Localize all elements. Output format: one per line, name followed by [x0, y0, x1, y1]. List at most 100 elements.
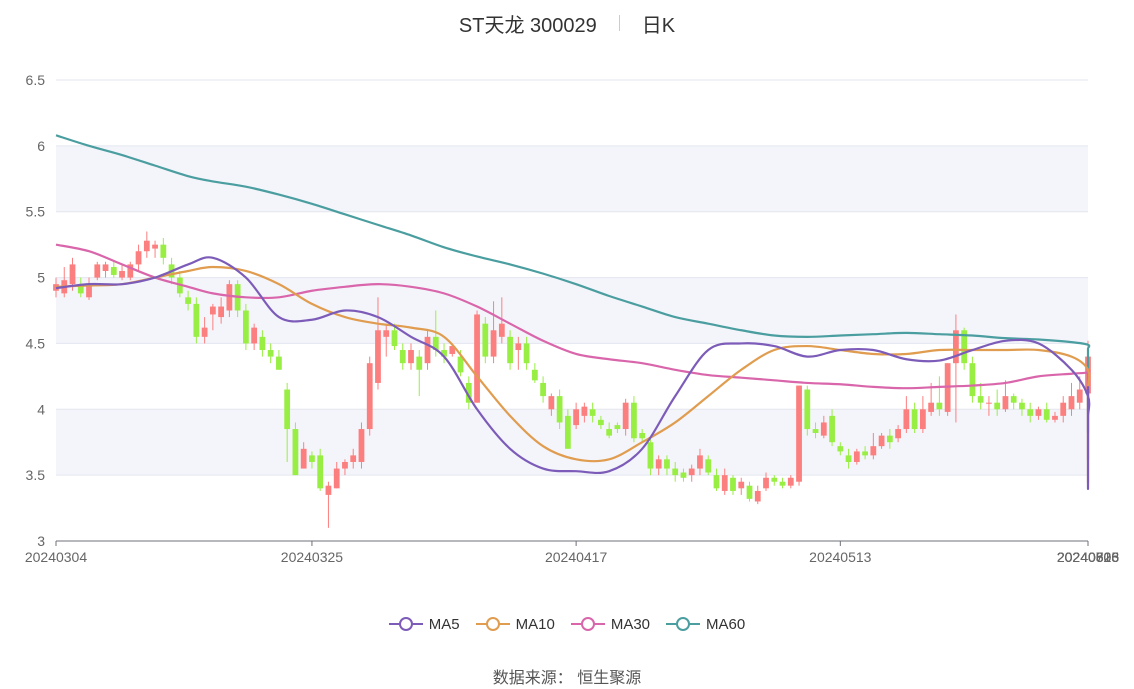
- candle-body: [1019, 402, 1025, 410]
- candle: [61, 267, 68, 298]
- candle-body: [498, 323, 505, 337]
- candle: [631, 396, 637, 443]
- candle: [284, 382, 291, 462]
- candle: [911, 402, 918, 433]
- candle-body: [573, 409, 580, 426]
- candle-body: [746, 485, 753, 499]
- candle: [325, 481, 332, 528]
- candle: [1068, 382, 1075, 416]
- candle-body: [432, 336, 439, 351]
- candle-body: [672, 468, 679, 476]
- candle-body: [127, 264, 134, 278]
- x-tick-label: 20240806: [1057, 549, 1120, 565]
- candle-body: [697, 455, 703, 469]
- candle-body: [655, 459, 662, 469]
- legend-item-ma10[interactable]: MA10: [475, 616, 555, 633]
- candle: [267, 343, 274, 364]
- candle: [135, 244, 142, 271]
- candle: [680, 468, 687, 482]
- candle-body: [564, 415, 571, 449]
- candle-body: [110, 267, 117, 275]
- candle-body: [647, 442, 654, 469]
- candle: [746, 481, 753, 502]
- candle: [474, 310, 480, 403]
- candle-body: [391, 330, 398, 347]
- legend-label-ma60: MA60: [706, 615, 746, 633]
- candle: [119, 264, 125, 281]
- candle: [102, 261, 109, 278]
- legend-item-ma30[interactable]: MA30: [570, 616, 650, 633]
- candle: [143, 231, 150, 258]
- candle-body: [936, 402, 943, 410]
- candle-body: [556, 396, 563, 423]
- y-tick-label: 4: [37, 401, 45, 417]
- candle-body: [531, 369, 538, 381]
- candle: [598, 415, 604, 430]
- ma5-line: [55, 256, 1091, 491]
- candle-body: [77, 284, 84, 294]
- candle-body: [333, 468, 340, 489]
- legend-item-ma60[interactable]: MA60: [666, 616, 745, 633]
- candle-body: [837, 446, 844, 452]
- candle: [812, 422, 819, 439]
- candle: [697, 448, 703, 476]
- candle: [1019, 398, 1025, 416]
- y-tick-label: 3.5: [26, 467, 46, 483]
- candle: [953, 314, 959, 423]
- candle-body: [143, 240, 150, 252]
- candle: [300, 442, 307, 469]
- candle: [986, 396, 992, 416]
- candle: [218, 297, 225, 324]
- candle-body: [680, 472, 687, 478]
- legend-item-ma5[interactable]: MA5: [388, 616, 460, 633]
- candle-body: [1010, 396, 1017, 403]
- candle-body: [639, 432, 646, 439]
- data-source: 数据来源： 恒生聚源: [492, 670, 642, 687]
- candle-body: [812, 429, 819, 433]
- legend-marker-ma10-icon: [475, 616, 510, 632]
- candle: [193, 297, 200, 344]
- candle-body: [1052, 415, 1058, 420]
- candle: [127, 261, 134, 281]
- candle: [895, 425, 902, 443]
- candle: [540, 376, 546, 403]
- background-bands: [56, 145, 1088, 476]
- y-tick-label: 6.5: [26, 72, 46, 88]
- candle: [1060, 396, 1067, 423]
- candle-body: [209, 306, 216, 315]
- candle: [490, 301, 497, 364]
- x-tick-label: 20240603: [1057, 549, 1120, 565]
- candle-body: [185, 297, 191, 304]
- candle-body: [201, 327, 208, 337]
- candle: [548, 393, 555, 416]
- candle: [664, 455, 670, 476]
- candle: [738, 477, 745, 495]
- candle: [721, 468, 728, 495]
- candle-body: [507, 336, 513, 364]
- candle-body: [1076, 389, 1083, 403]
- candle-body: [135, 251, 142, 265]
- y-axis: 3 3.5 4 4.5 5 5.5 6 6.5: [26, 72, 46, 549]
- candle: [878, 432, 885, 449]
- candle: [928, 382, 935, 416]
- candle-body: [383, 330, 390, 337]
- candles: [53, 231, 1091, 528]
- x-tick-label: 20240304: [25, 549, 88, 565]
- candle-body: [969, 363, 976, 397]
- candle-body: [796, 385, 802, 482]
- candle: [804, 385, 811, 436]
- candle: [886, 429, 893, 449]
- x-tick-label: 20240625: [1057, 549, 1120, 565]
- candle-body: [358, 429, 365, 462]
- candle: [1002, 380, 1009, 412]
- candle: [853, 448, 860, 465]
- candle-body: [787, 477, 794, 486]
- candle: [375, 297, 381, 390]
- candle: [573, 402, 580, 430]
- chart-title: ST天龙 300029: [458, 14, 597, 37]
- candle: [523, 336, 530, 370]
- period-label[interactable]: 日K: [641, 14, 676, 37]
- candle-body: [242, 310, 249, 344]
- candle-body: [853, 451, 860, 462]
- candle: [787, 475, 794, 489]
